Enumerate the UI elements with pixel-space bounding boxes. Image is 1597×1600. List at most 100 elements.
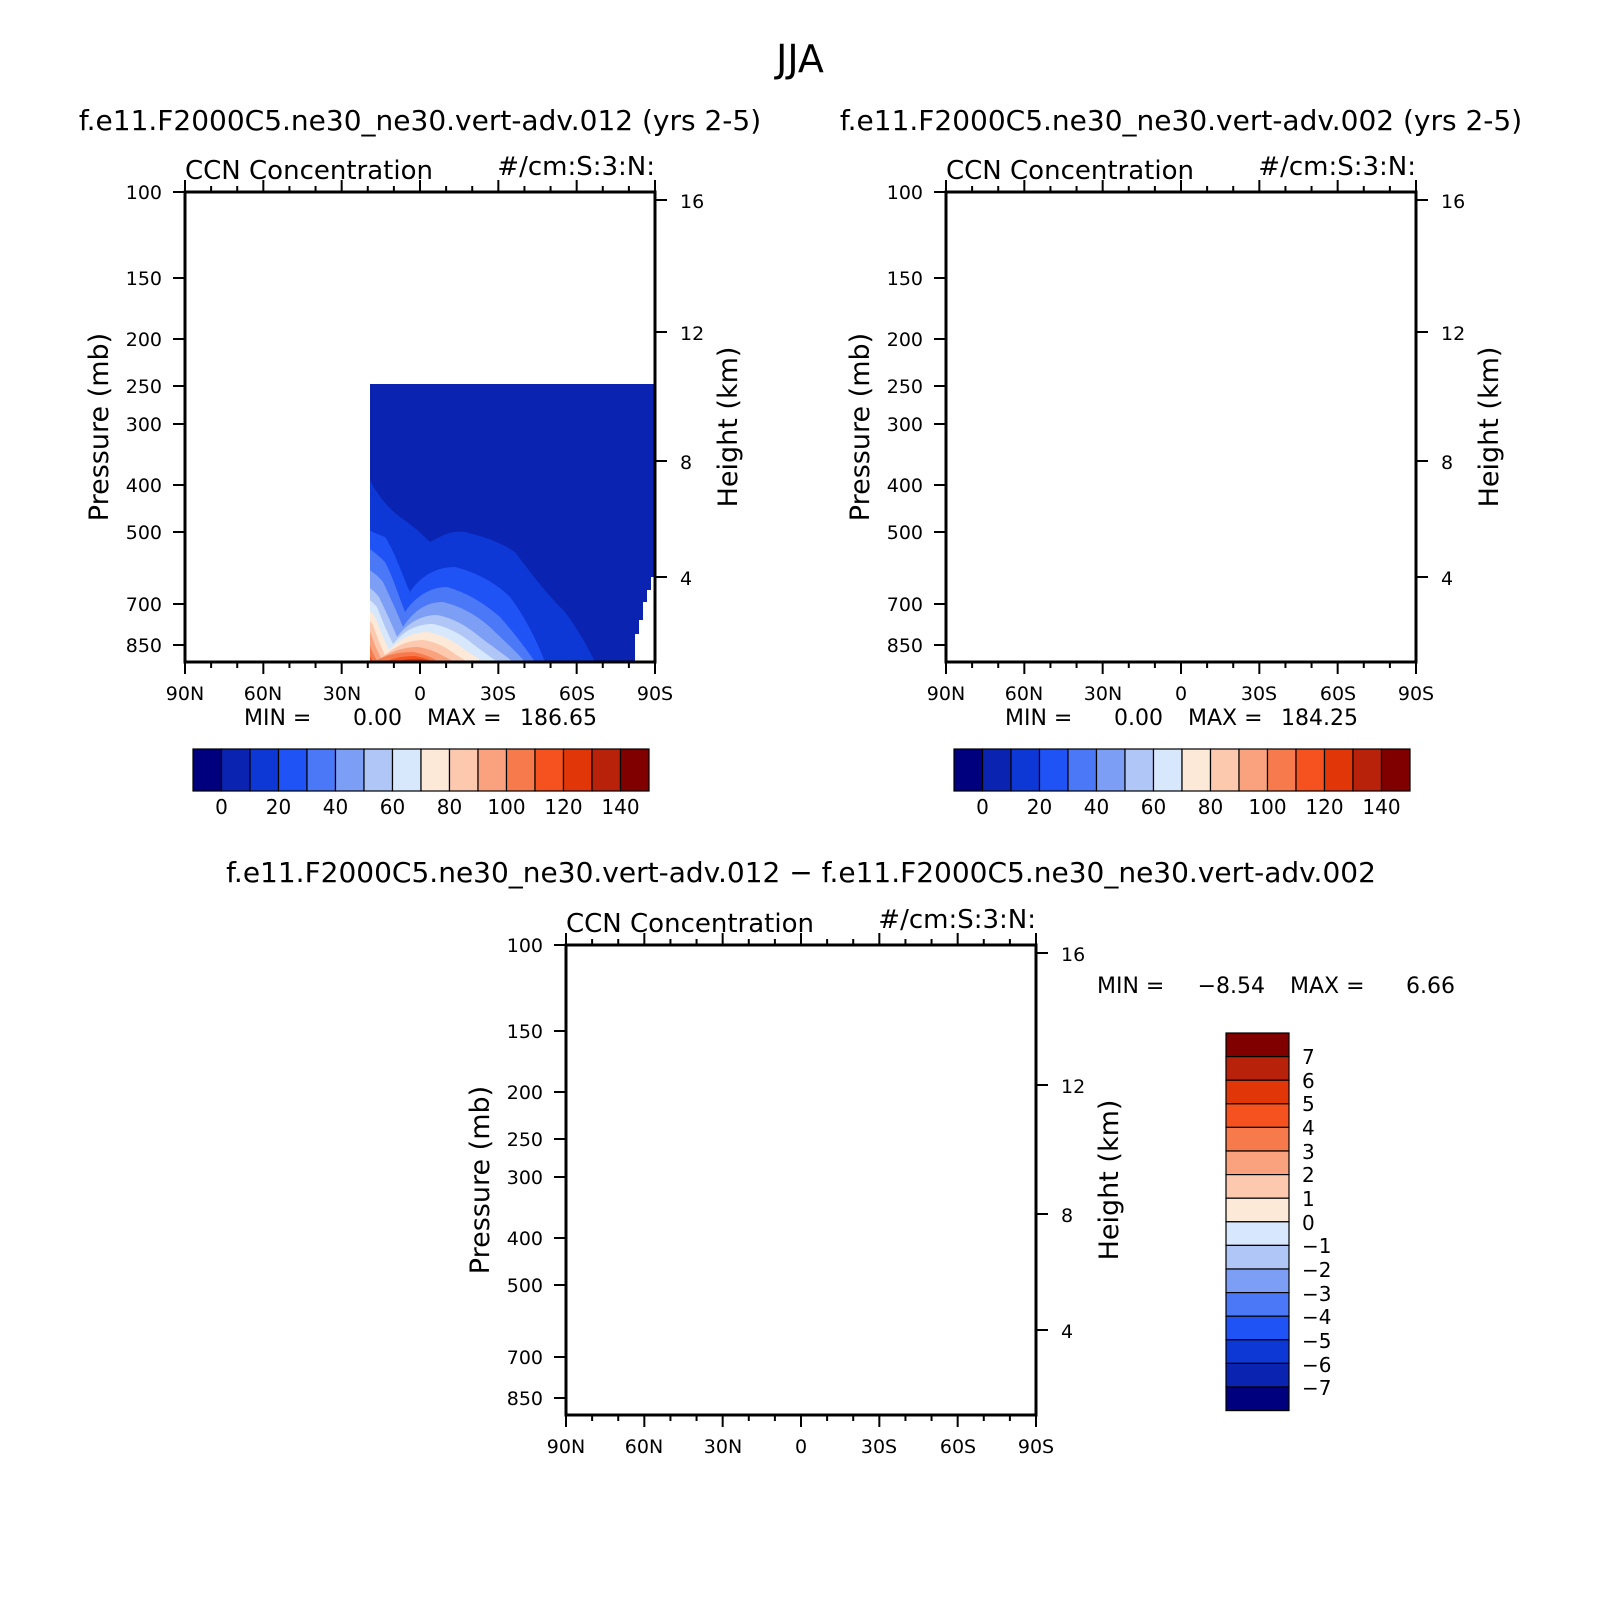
cbar-label-40: 40 bbox=[1084, 795, 1109, 819]
cbar-label-4: 4 bbox=[1302, 1116, 1315, 1140]
cbar-label-neg7: −7 bbox=[1302, 1376, 1331, 1400]
panel-b-colorbar-labels: 0 20 40 60 80 100 120 140 bbox=[976, 795, 1400, 819]
cbar-label-7: 7 bbox=[1302, 1045, 1315, 1069]
height-tick-8: 8 bbox=[1441, 452, 1453, 474]
max-value: 6.66 bbox=[1406, 974, 1455, 999]
y-tick-400: 400 bbox=[126, 475, 162, 497]
y-tick-250: 250 bbox=[126, 376, 162, 398]
cbar-label-0: 0 bbox=[1302, 1211, 1315, 1235]
panel-c-colorbar bbox=[1225, 1032, 1290, 1412]
height-tick-16: 16 bbox=[1441, 191, 1465, 213]
panel-b-left-title: CCN Concentration bbox=[946, 156, 1194, 186]
colorbar-swatch bbox=[306, 748, 337, 792]
colorbar-swatch bbox=[448, 748, 479, 792]
panel-a-minmax: MIN = 0.00 MAX = 186.65 bbox=[244, 706, 597, 731]
x-tick-60s: 60S bbox=[1320, 683, 1356, 705]
max-label: MAX = bbox=[427, 706, 502, 731]
y-tick-500: 500 bbox=[887, 522, 923, 544]
panel-a-ylabel: Pressure (mb) bbox=[84, 333, 115, 521]
panel-a-x-tick-labels: 90N 60N 30N 0 30S 60S 90S bbox=[166, 683, 673, 705]
y-tick-700: 700 bbox=[126, 594, 162, 616]
colorbar-swatch bbox=[1323, 748, 1354, 792]
colorbar-swatch bbox=[591, 748, 622, 792]
x-tick-0: 0 bbox=[795, 1436, 807, 1458]
max-label: MAX = bbox=[1290, 974, 1365, 999]
y-tick-400: 400 bbox=[887, 475, 923, 497]
panel-c-colorbar-labels: 7 6 5 4 3 2 1 0 −1 −2 −3 −4 −5 −6 −7 bbox=[1302, 1045, 1331, 1400]
y-tick-200: 200 bbox=[887, 329, 923, 351]
x-tick-30s: 30S bbox=[480, 683, 516, 705]
cbar-label-0: 0 bbox=[215, 795, 228, 819]
axis-ticks bbox=[173, 180, 1428, 1427]
panel-a-right-title: #/cm:S:3:N: bbox=[497, 152, 655, 182]
x-tick-90n: 90N bbox=[547, 1436, 585, 1458]
cbar-label-120: 120 bbox=[544, 795, 582, 819]
y-tick-200: 200 bbox=[126, 329, 162, 351]
panel-b-colorbar bbox=[953, 748, 1411, 792]
panel-b-contours bbox=[946, 192, 1416, 662]
min-value: 0.00 bbox=[1114, 706, 1163, 731]
cbar-label-20: 20 bbox=[1027, 795, 1052, 819]
panel-a-y-right-tick-labels: 16 12 8 4 bbox=[680, 191, 704, 590]
panel-a: f.e11.F2000C5.ne30_ne30.vert-adv.012 (yr… bbox=[79, 104, 761, 819]
colorbar-swatch bbox=[220, 748, 251, 792]
x-tick-60s: 60S bbox=[559, 683, 595, 705]
panel-b-case-title: f.e11.F2000C5.ne30_ne30.vert-adv.002 (yr… bbox=[840, 104, 1522, 137]
colorbar-swatch bbox=[505, 748, 536, 792]
cbar-label-6: 6 bbox=[1302, 1069, 1315, 1093]
cbar-label-60: 60 bbox=[380, 795, 405, 819]
colorbar-swatch bbox=[363, 748, 394, 792]
height-tick-8: 8 bbox=[680, 452, 692, 474]
min-label: MIN = bbox=[1097, 974, 1164, 999]
height-tick-4: 4 bbox=[1441, 568, 1453, 590]
y-tick-100: 100 bbox=[507, 935, 543, 957]
height-tick-12: 12 bbox=[680, 323, 704, 345]
cbar-label-neg6: −6 bbox=[1302, 1353, 1331, 1377]
colorbar-swatch bbox=[1225, 1268, 1290, 1294]
cbar-label-5: 5 bbox=[1302, 1092, 1315, 1116]
max-value: 186.65 bbox=[520, 706, 597, 731]
y-tick-850: 850 bbox=[507, 1388, 543, 1410]
panel-c-minmax: MIN = −8.54 MAX = 6.66 bbox=[1097, 974, 1455, 999]
colorbar-swatch bbox=[477, 748, 508, 792]
height-tick-12: 12 bbox=[1061, 1076, 1085, 1098]
panel-b-ylabel: Pressure (mb) bbox=[845, 333, 876, 521]
colorbar-swatch bbox=[953, 748, 984, 792]
colorbar-swatch bbox=[1225, 1055, 1290, 1081]
y-tick-300: 300 bbox=[887, 414, 923, 436]
y-tick-500: 500 bbox=[126, 522, 162, 544]
colorbar-swatch bbox=[1225, 1173, 1290, 1199]
x-tick-90s: 90S bbox=[1018, 1436, 1054, 1458]
cbar-label-neg2: −2 bbox=[1302, 1258, 1331, 1282]
season-title: JJA bbox=[774, 37, 824, 81]
panel-c-y-right-tick-labels: 16 12 8 4 bbox=[1061, 944, 1085, 1343]
x-tick-0: 0 bbox=[414, 683, 426, 705]
x-tick-30s: 30S bbox=[861, 1436, 897, 1458]
colorbar-swatch bbox=[192, 748, 223, 792]
cbar-label-neg4: −4 bbox=[1302, 1305, 1331, 1329]
panel-c-frame bbox=[564, 943, 1038, 1417]
cbar-label-1: 1 bbox=[1302, 1187, 1315, 1211]
y-tick-700: 700 bbox=[887, 594, 923, 616]
min-value: 0.00 bbox=[353, 706, 402, 731]
cbar-label-20: 20 bbox=[266, 795, 291, 819]
y-tick-250: 250 bbox=[887, 376, 923, 398]
cbar-label-120: 120 bbox=[1305, 795, 1343, 819]
colorbar-swatch bbox=[1225, 1244, 1290, 1270]
panel-c-y-tick-labels: 100 150 200 250 300 400 500 700 850 bbox=[507, 935, 543, 1410]
min-value: −8.54 bbox=[1198, 974, 1265, 999]
panel-b-right-title: #/cm:S:3:N: bbox=[1258, 152, 1416, 182]
colorbar-swatch bbox=[391, 748, 422, 792]
panel-a-left-title: CCN Concentration bbox=[185, 156, 433, 186]
colorbar-swatch bbox=[1124, 748, 1155, 792]
colorbar-swatch bbox=[1225, 1197, 1290, 1223]
colorbar-swatch bbox=[1225, 1386, 1290, 1412]
y-tick-300: 300 bbox=[126, 414, 162, 436]
colorbar-swatch bbox=[1225, 1221, 1290, 1247]
colorbar-swatch bbox=[1266, 748, 1297, 792]
colorbar-swatch bbox=[1225, 1103, 1290, 1129]
colorbar-swatch bbox=[1225, 1150, 1290, 1176]
panel-c-right-title: #/cm:S:3:N: bbox=[878, 905, 1036, 935]
panel-a-colorbar-labels: 0 20 40 60 80 100 120 140 bbox=[215, 795, 639, 819]
